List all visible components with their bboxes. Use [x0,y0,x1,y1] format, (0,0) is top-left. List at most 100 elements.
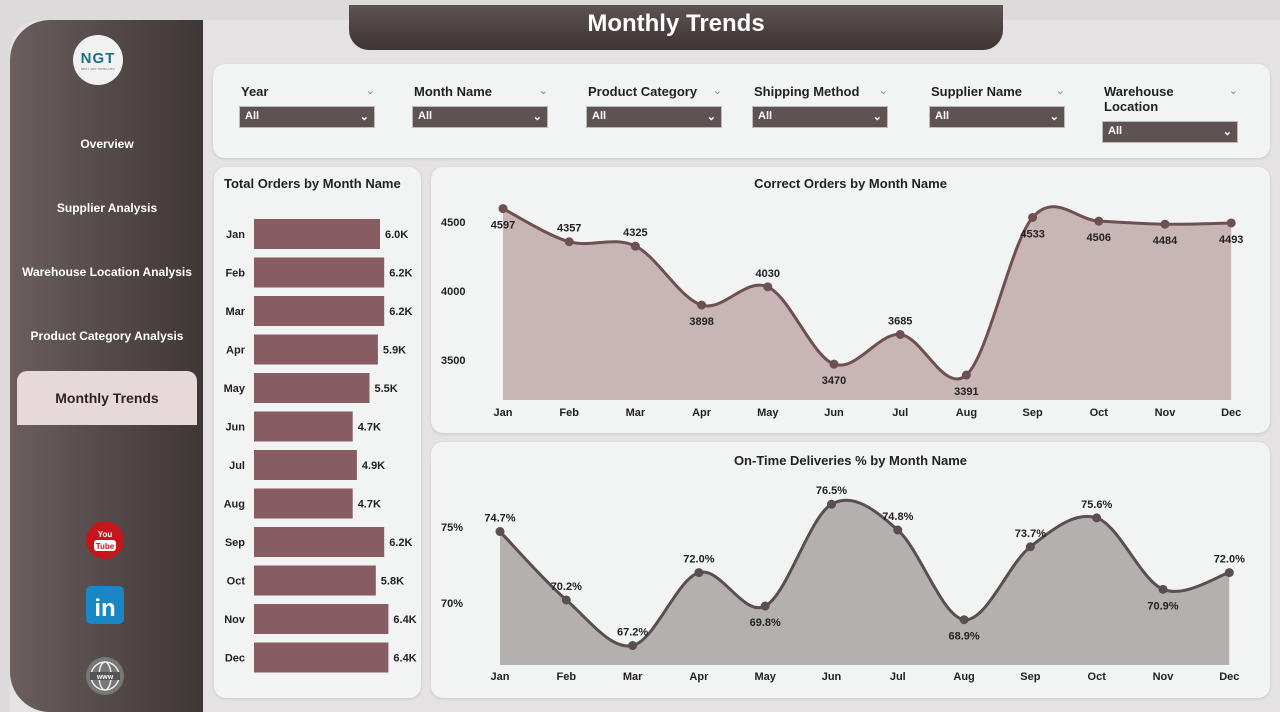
data-point [893,525,903,535]
filter-month-name: Month Name ⌄ All ⌄ [412,84,548,128]
data-point [630,241,640,251]
y-tick-label: 4500 [441,217,465,229]
bar [254,257,385,288]
filter-label-text: Month Name [414,84,492,99]
data-label: 70.9% [1147,600,1178,612]
total-orders-chart: Jan 6.0K Feb 6.2K Mar 6.2K Apr 5.9K May 5.5K Jun 4.… [224,219,417,673]
x-tick-label: May [757,407,779,419]
x-tick-label: Oct [1088,671,1107,683]
x-tick-label: Dec [1221,407,1241,419]
chevron-down-icon: ⌄ [1222,126,1232,138]
x-tick-label: Feb [557,671,577,683]
x-tick-label: Apr [689,671,709,683]
filter-dropdown[interactable]: All ⌄ [1102,121,1238,143]
x-tick-label: Nov [1155,407,1177,419]
chevron-down-icon: ⌄ [872,111,882,123]
sidebar-item-supplier-analysis[interactable]: Supplier Analysis [56,201,158,215]
filter-value: All [935,110,950,122]
svg-text:You: You [98,530,113,539]
data-label: 67.2% [617,627,648,639]
filter-dropdown[interactable]: All ⌄ [239,106,375,128]
data-label: 68.9% [948,631,979,643]
data-label: 72.0% [1214,554,1245,566]
data-label: 4484 [1153,235,1178,247]
bar-category-label: Aug [224,499,245,511]
bar-value-label: 6.0K [385,229,408,241]
filter-dropdown[interactable]: All ⌄ [412,106,548,128]
correct-orders-title: Correct Orders by Month Name [754,176,947,191]
data-point [1094,216,1104,226]
chevron-down-icon: ⌄ [1049,111,1059,123]
logo[interactable]: NGT NEXT GEN TEMPLATES [73,35,123,85]
filter-dropdown[interactable]: All ⌄ [586,106,722,128]
bar-value-label: 5.9K [383,345,406,357]
x-tick-label: Mar [623,671,643,683]
globe-icon[interactable]: www [84,655,126,697]
x-tick-label: Feb [559,407,579,419]
data-point [697,300,707,310]
x-tick-label: Sep [1020,671,1040,683]
bar-value-label: 6.2K [389,306,412,318]
bar [254,334,378,365]
linkedin-icon[interactable]: in [84,584,126,626]
data-point [564,237,574,247]
data-label: 3685 [888,315,912,327]
data-label: 3470 [822,375,846,387]
bar [254,527,385,557]
filter-label-text: Supplier Name [931,84,1023,99]
x-tick-label: Nov [1153,671,1175,683]
data-point [827,499,836,509]
bar-value-label: 6.4K [393,653,416,665]
bar-value-label: 6.2K [389,268,412,280]
data-label: 72.0% [683,554,714,566]
filter-dropdown[interactable]: All ⌄ [929,106,1065,128]
filter-label-text: Product Category [588,84,698,99]
data-label: 4597 [491,220,515,232]
bar-category-label: Dec [225,653,245,665]
sidebar-item-overview[interactable]: Overview [80,137,134,151]
chevron-down-icon[interactable]: ⌄ [1055,85,1065,97]
total-orders-title: Total Orders by Month Name [224,176,401,191]
y-tick-label: 3500 [441,355,465,367]
x-tick-label: Apr [692,407,712,419]
data-point [829,359,839,369]
chevron-down-icon[interactable]: ⌄ [878,85,888,97]
data-point [694,568,704,578]
filter-panel [213,64,1270,158]
x-tick-label: Oct [1090,407,1109,419]
bar-category-label: May [224,383,246,395]
data-point [1224,568,1234,578]
bar-category-label: Mar [225,306,245,318]
data-label: 73.7% [1015,528,1046,540]
chevron-down-icon[interactable]: ⌄ [365,85,375,97]
bar-value-label: 4.7K [358,499,381,511]
x-tick-label: May [754,671,776,683]
filter-warehouse-location: Warehouse Location ⌄ All ⌄ [1102,84,1238,143]
filter-label-text: Shipping Method [754,84,860,99]
filter-shipping-method: Shipping Method ⌄ All ⌄ [752,84,888,128]
data-label: 4325 [623,227,647,239]
data-label: 69.8% [750,617,781,629]
youtube-icon[interactable]: You Tube [84,519,126,561]
sidebar-item-monthly-trends[interactable]: Monthly Trends [17,371,197,425]
filter-dropdown[interactable]: All ⌄ [752,106,888,128]
chevron-down-icon[interactable]: ⌄ [538,85,548,97]
sidebar-item-product-category-analysis[interactable]: Product Category Analysis [30,329,184,343]
chevron-down-icon[interactable]: ⌄ [1228,85,1238,97]
bar [254,565,376,596]
data-point [1025,542,1035,552]
chevron-down-icon[interactable]: ⌄ [712,85,722,97]
chevron-down-icon: ⌄ [359,111,369,123]
data-label: 4030 [756,268,780,280]
sidebar-item-warehouse-location-analysis[interactable]: Warehouse Location Analysis [22,265,192,279]
logo-text: NGT [80,49,116,67]
area-fill [500,500,1230,665]
data-point [561,595,571,605]
data-label: 76.5% [816,485,847,497]
filter-label-text: Year [241,84,269,99]
data-label: 3898 [689,316,713,328]
data-point [628,641,638,651]
filter-label: Supplier Name ⌄ [929,84,1065,99]
bar [254,219,380,249]
